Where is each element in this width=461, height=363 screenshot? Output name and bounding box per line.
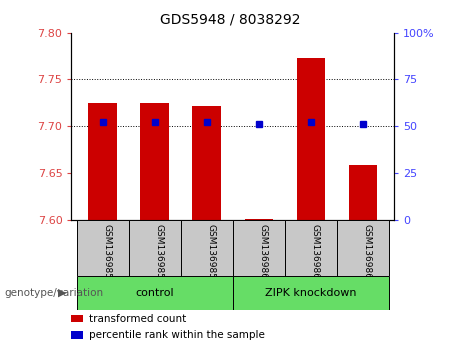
- Bar: [193, 106, 221, 220]
- Text: GSM1369862: GSM1369862: [259, 224, 268, 285]
- Text: ZIPK knockdown: ZIPK knockdown: [265, 288, 357, 298]
- Text: GSM1369856: GSM1369856: [103, 224, 112, 285]
- Text: GDS5948 / 8038292: GDS5948 / 8038292: [160, 13, 301, 27]
- Bar: [141, 103, 169, 220]
- Bar: [71, 315, 83, 322]
- Bar: [285, 220, 337, 276]
- Bar: [181, 220, 233, 276]
- Text: percentile rank within the sample: percentile rank within the sample: [89, 330, 265, 340]
- Bar: [77, 220, 129, 276]
- Bar: [129, 220, 181, 276]
- Bar: [233, 220, 285, 276]
- Bar: [244, 219, 273, 220]
- Text: GSM1369858: GSM1369858: [207, 224, 216, 285]
- Text: control: control: [136, 288, 174, 298]
- Bar: [77, 276, 233, 310]
- Text: GSM1369857: GSM1369857: [155, 224, 164, 285]
- Bar: [337, 220, 389, 276]
- Text: transformed count: transformed count: [89, 314, 186, 323]
- Bar: [233, 276, 389, 310]
- Text: genotype/variation: genotype/variation: [5, 288, 104, 298]
- Bar: [296, 58, 325, 220]
- Text: GSM1369863: GSM1369863: [311, 224, 320, 285]
- Bar: [71, 331, 83, 339]
- Bar: [89, 103, 117, 220]
- Bar: [349, 166, 377, 220]
- Text: GSM1369864: GSM1369864: [363, 224, 372, 285]
- Text: ▶: ▶: [59, 288, 67, 298]
